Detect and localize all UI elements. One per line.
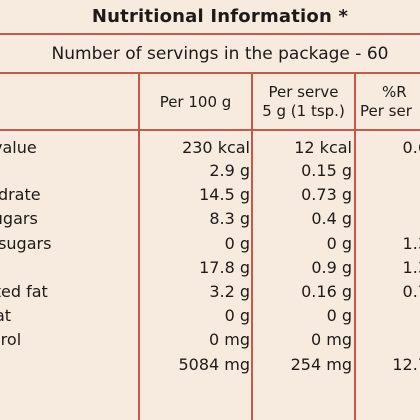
value-per-serve: 0.15 g: [301, 161, 352, 180]
value-per-100g: 5084 mg: [178, 355, 250, 374]
value-rda-percent: 1.3: [402, 258, 420, 277]
value-per-100g: 17.8 g: [199, 258, 250, 277]
value-per-serve: 0 g: [326, 306, 352, 325]
value-rda-percent: 12.7: [392, 355, 420, 374]
table-row: otal fat 17.8 g 0.9 g 1.3: [0, 256, 420, 279]
servings-note: Number of servings in the package - 60: [51, 43, 389, 64]
value-per-serve: 0 mg: [310, 330, 352, 349]
header-rda-line2: Per ser: [360, 102, 412, 120]
nutrient-name: Trans fat: [0, 306, 12, 325]
table-row: Trans fat 0 g 0 g: [0, 304, 420, 327]
value-per-100g: 2.9 g: [209, 161, 250, 180]
header-divider: [0, 129, 420, 131]
value-per-serve: 0.73 g: [301, 185, 352, 204]
table-row: odium 5084 mg 254 mg 12.7: [0, 353, 420, 376]
value-per-100g: 14.5 g: [199, 185, 250, 204]
nutrient-name: holesterol: [0, 330, 22, 349]
header-per-100g: Per 100 g: [140, 74, 251, 130]
table-row: nergy value 230 kcal 12 kcal 0.6: [0, 136, 420, 159]
value-per-serve: 0 g: [326, 234, 352, 253]
table-row: Saturated fat 3.2 g 0.16 g 0.7: [0, 280, 420, 303]
value-per-serve: 0.9 g: [311, 258, 352, 277]
value-rda-percent: [356, 159, 420, 182]
table-row: Total sugars 8.3 g 0.4 g: [0, 207, 420, 230]
header-rda: %R Per ser: [356, 74, 420, 130]
value-rda-percent: [356, 207, 420, 230]
value-per-100g: 0 mg: [208, 330, 250, 349]
column-divider-3: [354, 74, 356, 420]
table-title: Nutritional Information *: [91, 6, 349, 27]
value-per-100g: 8.3 g: [209, 209, 250, 228]
servings-divider: [0, 72, 420, 74]
header-rda-line1: %R: [382, 83, 407, 101]
value-per-serve: 254 mg: [290, 355, 352, 374]
nutrient-name: odium: [0, 353, 137, 376]
table-row: Added sugars 0 g 0 g 1.3: [0, 232, 420, 255]
header-per-100g-label: Per 100 g: [159, 92, 232, 111]
value-rda-percent: 0.7: [402, 282, 420, 301]
header-per-serve: Per serve 5 g (1 tsp.): [253, 74, 354, 130]
value-per-100g: 3.2 g: [209, 282, 250, 301]
value-per-serve: 0.16 g: [301, 282, 352, 301]
value-rda-percent: [356, 183, 420, 206]
title-divider: [0, 33, 420, 35]
table-row: arbohydrate 14.5 g 0.73 g: [0, 183, 420, 206]
value-rda-percent: 0.6: [402, 138, 420, 157]
nutrient-name: Total sugars: [0, 209, 38, 228]
nutrient-name: otal fat: [0, 256, 137, 279]
value-rda-percent: [356, 304, 420, 327]
value-per-serve: 0.4 g: [311, 209, 352, 228]
table-row: holesterol 0 mg 0 mg: [0, 328, 420, 351]
header-per-serve-line2: 5 g (1 tsp.): [262, 102, 345, 120]
value-per-100g: 0 g: [224, 234, 250, 253]
table-row: rotein 2.9 g 0.15 g: [0, 159, 420, 182]
nutrient-name: Saturated fat: [0, 282, 48, 301]
value-per-100g: 0 g: [224, 306, 250, 325]
nutrient-name: nergy value: [0, 138, 37, 157]
value-rda-percent: [356, 328, 420, 351]
nutrient-name: rotein: [0, 159, 137, 182]
column-divider-1: [138, 74, 140, 420]
header-per-serve-line1: Per serve: [268, 83, 339, 101]
value-rda-percent: 1.3: [402, 234, 420, 253]
nutrient-name: arbohydrate: [0, 185, 41, 204]
nutrient-name: Added sugars: [0, 234, 52, 253]
value-per-100g: 230 kcal: [182, 138, 250, 157]
value-per-serve: 12 kcal: [294, 138, 352, 157]
column-divider-2: [251, 74, 253, 420]
